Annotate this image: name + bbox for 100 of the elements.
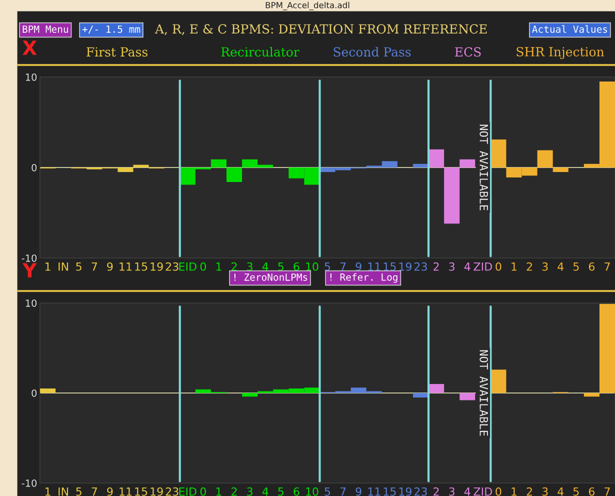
text: +/- 1.5 mm (82, 26, 140, 34)
x-tick-label: 7 (604, 262, 610, 271)
x-tick-label: 2 (434, 262, 439, 271)
bar (552, 168, 568, 172)
bar (599, 304, 615, 393)
text: First Pass (86, 47, 148, 57)
bar (537, 150, 553, 168)
x-tick-label: IN (58, 488, 68, 496)
x-tick-label: 11 (368, 262, 380, 271)
x-tick-label: 3 (247, 262, 252, 271)
x-tick-label: 1 (216, 262, 222, 271)
x-tick-label: 15 (384, 262, 396, 271)
x-tick-label: 5 (278, 488, 284, 496)
y-axis-title: X (22, 40, 37, 55)
x-tick-label: 15 (384, 488, 396, 496)
x-tick-label: EID (179, 488, 196, 496)
bar (428, 149, 444, 168)
x-tick-label: 7 (92, 262, 97, 271)
x-tick-label: 6 (588, 262, 595, 271)
x-tick-label: 5 (324, 488, 330, 496)
x-tick-label: 11 (120, 262, 132, 271)
x-tick-label: EID (179, 262, 196, 271)
x-tick-label: 3 (542, 262, 548, 271)
annotation: NOT AVAILABLE (480, 124, 488, 210)
x-tick-label: 7 (340, 488, 346, 496)
text: BPM_Accel_delta.adl (266, 2, 350, 10)
y-tick-label: 10 (26, 73, 37, 81)
x-tick-label: 5 (76, 262, 82, 271)
x-tick-label: 10 (306, 262, 318, 271)
x-tick-label: 23 (414, 487, 427, 496)
x-tick-label: 10 (306, 487, 318, 496)
x-tick-label: 0 (496, 262, 502, 271)
x-tick-label: 15 (135, 488, 148, 496)
x-tick-label: 2 (232, 487, 237, 496)
x-tick-label: 19 (150, 487, 163, 496)
x-tick-label: 23 (414, 262, 427, 271)
chart-title: A, R, E & C BPMS: DEVIATION FROM REFERENCE (154, 24, 487, 36)
bar (133, 164, 149, 168)
x-tick-label: IN (58, 262, 68, 271)
x-tick-label: 2 (434, 487, 439, 496)
x-tick-label: 3 (449, 262, 454, 271)
y-tick-label: 0 (32, 164, 37, 172)
bar (490, 370, 506, 393)
x-tick-label: 1 (45, 262, 50, 271)
bar (584, 393, 600, 397)
x-tick-label: 19 (150, 262, 163, 271)
x-tick-label: 4 (262, 262, 268, 271)
x-tick-label: 4 (558, 488, 564, 496)
bar (460, 159, 476, 168)
bar (226, 168, 242, 182)
x-tick-label: 4 (464, 262, 470, 271)
bar (428, 384, 444, 393)
y-tick-label: 0 (32, 389, 37, 397)
bar (242, 393, 258, 397)
x-tick-label: 7 (340, 262, 346, 271)
x-tick-label: 7 (604, 488, 610, 496)
x-tick-label: 1 (512, 488, 516, 496)
y-tick-label: -10 (22, 479, 37, 487)
x-tick-label: 9 (107, 262, 113, 271)
text: BPM Menu (22, 26, 68, 33)
x-tick-label: 23 (166, 262, 178, 271)
x-tick-label: ZID (474, 488, 492, 496)
x-tick-label: 5 (278, 262, 284, 271)
x-tick-label: 4 (262, 488, 268, 496)
annotation: NOT AVAILABLE (480, 350, 488, 436)
y-tick-label: -10 (22, 254, 37, 262)
x-tick-label: 5 (76, 488, 82, 496)
x-tick-label: 0 (200, 487, 206, 496)
y-tick-label: 10 (26, 299, 37, 307)
x-tick-label: 0 (200, 262, 206, 271)
x-tick-label: 19 (399, 262, 412, 271)
x-tick-label: 4 (464, 488, 470, 496)
x-tick-label: 15 (135, 262, 148, 271)
x-tick-label: 0 (496, 487, 502, 496)
x-tick-label: 9 (356, 487, 362, 496)
x-tick-label: 11 (368, 488, 380, 496)
x-tick-label: 3 (449, 487, 454, 496)
bar (412, 164, 429, 168)
text: Second Pass (334, 46, 411, 57)
bar (40, 388, 56, 393)
x-tick-label: 6 (294, 487, 300, 496)
text: ECS (455, 47, 481, 57)
x-tick-label: 9 (356, 262, 362, 271)
x-tick-label: 9 (107, 487, 113, 496)
bar (444, 168, 460, 224)
bar (460, 393, 476, 400)
text: ! Refer. Log (330, 273, 398, 283)
bar (490, 139, 506, 168)
x-tick-label: 23 (166, 487, 178, 496)
x-tick-label: 19 (399, 487, 412, 496)
x-tick-label: 5 (324, 262, 330, 271)
x-tick-label: 3 (542, 487, 548, 496)
bar (210, 159, 226, 168)
x-tick-label: 1 (512, 262, 516, 271)
x-tick-label: 7 (92, 488, 97, 496)
y-axis-title: Y (22, 263, 37, 278)
x-tick-label: 6 (294, 262, 300, 271)
x-tick-label: 5 (573, 488, 579, 496)
x-tick-label: 11 (120, 488, 132, 496)
text: ! ZeroNonLPMs (234, 274, 308, 281)
